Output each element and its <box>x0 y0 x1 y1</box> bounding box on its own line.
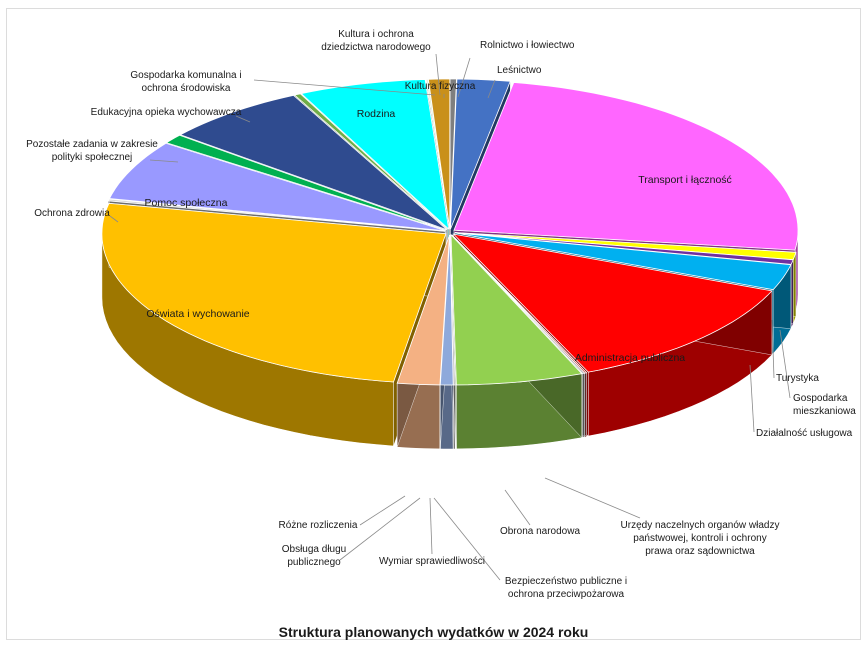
label-line: państwowej, kontroli i ochrony <box>633 533 766 544</box>
label-gospodarka-komunalna-i-ochrona-srodowiska: Gospodarka komunalna i ochrona środowiska <box>130 70 241 94</box>
label-ochrona-zdrowia: Ochrona zdrowia <box>34 208 110 219</box>
label-lesnictwo: Leśnictwo <box>497 65 542 76</box>
label-line: publicznego <box>287 557 341 568</box>
slice-obrona-narodowa <box>451 234 586 374</box>
leader-gospodarka-komunalna-i-ochrona-srodowiska <box>253 79 436 96</box>
label-urzedy-naczelnych-organow-wladzy-panstwowej-kontroli-i-ochrony-prawa-oraz-sadownictwa: Urzędy naczelnych organów władzy państwow… <box>621 520 780 557</box>
leader-kultura-i-ochrona-dziedzictwa-narodowego <box>435 53 441 96</box>
slice-lesnictwo <box>450 78 511 230</box>
slice-pomoc-spoleczna <box>108 142 446 232</box>
slice-transport-i-lacznosc <box>453 82 799 251</box>
label-line: polityki społecznej <box>52 152 133 163</box>
label-rodzina: Rodzina <box>357 108 396 120</box>
label-gospodarka-mieszkaniowa: Gospodarka mieszkaniowa <box>793 393 856 417</box>
leader-urzedy-naczelnych-organow-wladzy-panstwowej-kontroli-i-ochrony-prawa-oraz-sadownictwa <box>544 477 641 519</box>
label-oswiata-i-wychowanie: Oświata i wychowanie <box>146 308 249 320</box>
label-line: mieszkaniowa <box>793 406 856 417</box>
label-transport-i-lacznosc: Transport i łączność <box>638 174 732 186</box>
leader-obrona-narodowa <box>504 489 531 526</box>
slice-obsluga-dlugu-publicznego <box>439 234 454 386</box>
leader-rolnictwo-i-lowiectwo <box>457 57 471 98</box>
label-line: Kultura i ochrona <box>338 29 414 40</box>
label-line: ochrona środowiska <box>142 83 231 94</box>
leader-rozne-rozliczenia <box>359 495 406 526</box>
slice-edukacyjna-opieka-wychowawcza <box>179 94 448 231</box>
chart-title: Struktura planowanych wydatków w 2024 ro… <box>278 624 589 640</box>
leader-lesnictwo <box>487 79 496 99</box>
label-obsluga-dlugu-publicznego: Obsługa długu publicznego <box>282 544 347 568</box>
leader-turystyka <box>771 319 775 379</box>
leader-lines <box>109 53 791 581</box>
label-line: Wymiar sprawiedliwości <box>379 556 485 567</box>
leader-dzialalnosc-uslugowa <box>749 364 755 433</box>
label-line: Urzędy naczelnych organów władzy <box>621 520 780 531</box>
slice-rozne-rozliczenia <box>396 234 450 386</box>
label-line: Rodzina <box>357 108 396 120</box>
label-bezpieczenstwo-publiczne-i-ochrona-przeciwpozarowa: Bezpieczeństwo publiczne i ochrona przeci… <box>505 576 627 600</box>
leader-ochrona-zdrowia <box>109 215 119 223</box>
label-line: Obsługa długu <box>282 544 347 555</box>
label-line: Administracja publiczna <box>575 352 685 364</box>
slice-dzialalnosc-uslugowa <box>454 232 792 291</box>
leader-gospodarka-mieszkaniowa <box>779 329 791 399</box>
label-line: prawa oraz sądownictwa <box>645 546 755 557</box>
label-kultura-fizyczna: Kultura fizyczna <box>405 81 476 92</box>
leader-edukacyjna-opieka-wychowawcza <box>235 115 251 123</box>
slice-rodzina <box>300 79 450 231</box>
leader-wymiar-sprawiedliwosci <box>429 497 433 555</box>
slice-administracja-publiczna <box>452 233 773 373</box>
label-turystyka: Turystyka <box>776 373 819 384</box>
label-rolnictwo-i-lowiectwo: Rolnictwo i łowiectwo <box>480 40 575 51</box>
label-line: Leśnictwo <box>497 65 542 76</box>
slice-pozostale-zadania-w-zakresie-polityki-spolecznej <box>165 134 447 231</box>
slice-oswiata-i-wychowanie <box>101 202 447 383</box>
label-line: Bezpieczeństwo publiczne i <box>505 576 627 587</box>
label-wymiar-sprawiedliwosci: Wymiar sprawiedliwości <box>379 556 485 567</box>
label-dzialalnosc-uslugowa: Działalność usługowa <box>756 428 853 439</box>
label-line: Edukacyjna opieka wychowawcza <box>91 107 242 118</box>
label-line: Gospodarka komunalna i <box>130 70 241 81</box>
label-line: Transport i łączność <box>638 174 732 186</box>
label-line: Różne rozliczenia <box>279 520 358 531</box>
label-kultura-i-ochrona-dziedzictwa-narodowego: Kultura i ochrona dziedzictwa narodowego <box>321 29 431 53</box>
slice-labels: Rolnictwo i łowiectwo Leśnictwo Transport … <box>26 29 856 600</box>
slice-ochrona-zdrowia <box>107 198 446 232</box>
label-line: Oświata i wychowanie <box>146 308 249 320</box>
label-line: Ochrona zdrowia <box>34 208 110 219</box>
label-obrona-narodowa: Obrona narodowa <box>500 526 580 537</box>
label-line: Turystyka <box>776 373 819 384</box>
leader-obsluga-dlugu-publicznego <box>339 497 421 561</box>
label-administracja-publiczna: Administracja publiczna <box>575 352 685 364</box>
label-line: ochrona przeciwpożarowa <box>508 589 625 600</box>
label-edukacyjna-opieka-wychowawcza: Edukacyjna opieka wychowawcza <box>91 107 242 118</box>
slice-gospodarka-komunalna-i-ochrona-srodowiska <box>293 93 449 230</box>
label-line: Działalność usługowa <box>756 428 853 439</box>
leader-bezpieczenstwo-publiczne-i-ochrona-przeciwpozarowa <box>433 497 501 581</box>
label-line: Obrona narodowa <box>500 526 580 537</box>
label-line: Gospodarka <box>793 393 848 404</box>
label-line: dziedzictwa narodowego <box>321 42 431 53</box>
leader-pozostale-zadania-w-zakresie-polityki-spolecznej <box>149 159 179 163</box>
label-line: Rolnictwo i łowiectwo <box>480 40 575 51</box>
slice-bezpieczenstwo-publiczne-i-ochrona-przeciwpozarowa <box>450 233 583 386</box>
label-line: Kultura fizyczna <box>405 81 476 92</box>
pie-top-faces <box>101 78 799 386</box>
label-line: Pomoc społeczna <box>145 197 228 209</box>
slice-kultura-i-ochrona-dziedzictwa-narodowego <box>427 78 451 230</box>
label-rozne-rozliczenia: Różne rozliczenia <box>279 520 358 531</box>
label-pozostale-zadania-w-zakresie-polityki-spolecznej: Pozostałe zadania w zakresie polityki spo… <box>26 139 158 163</box>
label-line: Pozostałe zadania w zakresie <box>26 139 158 150</box>
label-pomoc-spoleczna: Pomoc społeczna <box>145 197 228 209</box>
